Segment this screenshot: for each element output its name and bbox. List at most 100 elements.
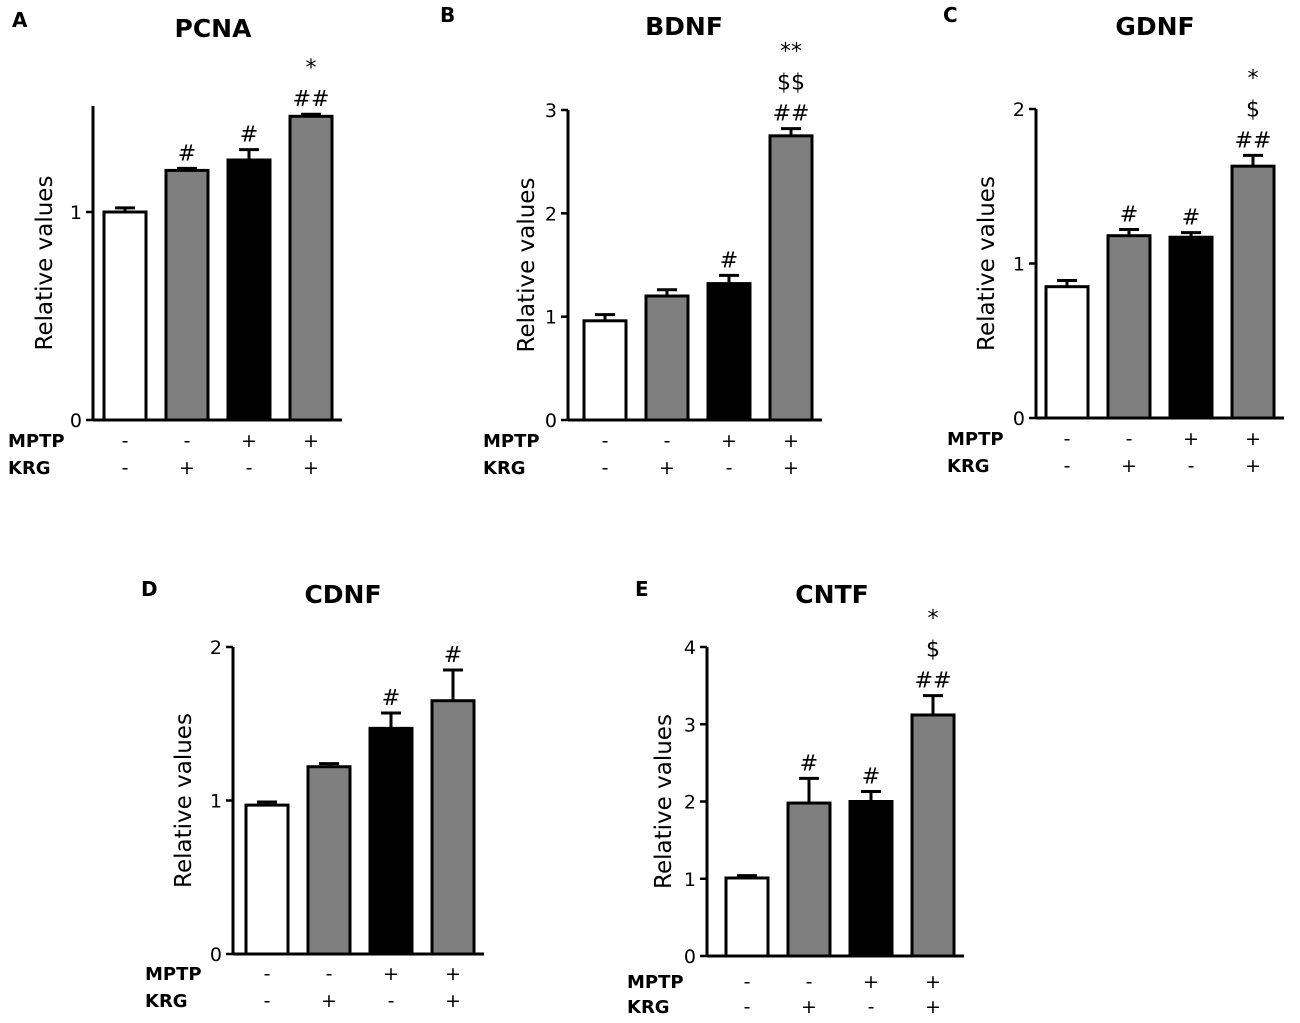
panel-b-mptp-sign-3: + [783,430,799,452]
panel-c-annotation-3-2: ## [1235,128,1272,153]
panel-e-bar-0 [724,876,770,958]
panel-a-krg-sign-0: - [122,457,129,479]
panel-e-mptp-sign-1: - [806,971,813,993]
panel-c-annotation-1-0: # [1120,203,1138,228]
panel-d-ytick-label-0: 0 [210,944,222,966]
panel-a-ytick-label-0: 0 [70,410,82,432]
panel-b-bar-0 [582,319,628,422]
panel-d-row-label-krg: KRG [145,991,188,1012]
panel-a-mptp-sign-2: + [241,430,257,452]
panel-e-krg-sign-0: - [744,996,751,1018]
panel-e-ytick-label-2: 2 [684,792,696,814]
panel-a-krg-sign-2: - [246,457,253,479]
panel-a-title: PCNA [175,14,253,43]
panel-e-annotation-3-0: * [928,607,939,632]
panel-c-mptp-sign-0: - [1064,428,1071,450]
panel-e-ytick-label-4: 4 [684,637,696,659]
panel-c-ytick-label-0: 0 [1013,408,1025,430]
panel-d-bar-2 [368,726,414,956]
panel-e-mptp-sign-0: - [744,971,751,993]
panel-a-mptp-sign-3: + [303,430,319,452]
panel-d-bar-0 [244,803,290,956]
panel-b-krg-sign-0: - [602,457,609,479]
panel-b-bar-1 [644,294,690,422]
panel-b-krg-sign-2: - [726,457,733,479]
panel-a-ylabel: Relative values [32,176,58,351]
panel-d-ylabel: Relative values [171,713,197,888]
panel-c-krg-sign-1: + [1121,455,1137,477]
panel-d-ytick-label-1: 1 [210,791,222,813]
panel-e-ytick-label-3: 3 [684,714,696,736]
panel-c-krg-sign-0: - [1064,455,1071,477]
panel-e-annotation-3-2: ## [915,669,952,694]
panel-e-bar-3 [910,713,956,958]
panel-c-title: GDNF [1115,12,1194,41]
panel-c-row-label-mptp: MPTP [947,429,1004,450]
panel-a-bar-3 [288,114,334,422]
panel-e-annotation-3-1: $ [926,638,940,663]
panel-d-bar-3 [430,699,476,956]
panel-b-mptp-sign-1: - [664,430,671,452]
panel-a-letter: A [12,8,28,32]
panel-e-row-label-mptp: MPTP [627,972,684,993]
panel-a-row-label-krg: KRG [8,458,51,479]
panel-d-mptp-sign-3: + [445,963,461,985]
panel-c-bar-2 [1168,235,1214,420]
panel-c-ylabel: Relative values [974,176,1000,351]
panel-e-bar-1 [786,801,832,958]
panel-d-mptp-sign-0: - [264,963,271,985]
panel-c-annotation-3-1: $ [1246,97,1260,122]
panel-a-bar-0 [102,210,148,422]
panel-b-ytick-label-0: 0 [545,410,557,432]
panel-d-krg-sign-0: - [264,990,271,1012]
panel-b-ytick-label-2: 2 [545,203,557,225]
panel-d-title: CDNF [304,580,381,609]
panel-d-mptp-sign-2: + [383,963,399,985]
panel-a-mptp-sign-1: - [184,430,191,452]
panel-e-ytick-label-0: 0 [684,946,696,968]
panel-e-letter: E [635,577,649,601]
panel-c-bar-1 [1106,234,1152,420]
panel-b-krg-sign-1: + [659,457,675,479]
panel-e-mptp-sign-2: + [863,971,879,993]
panel-b-ylabel: Relative values [514,178,540,353]
panel-a-bar-1 [164,168,210,422]
panel-c-bar-3 [1230,164,1276,420]
panel-e-title: CNTF [795,580,868,609]
panel-b-annotation-3-0: ** [780,40,802,65]
panel-e-annotation-2-0: # [862,764,880,789]
panel-c-mptp-sign-1: - [1126,428,1133,450]
panel-e-bar-2 [848,800,894,958]
panel-a-annotation-3-1: ## [293,87,330,112]
panel-e-ylabel: Relative values [651,714,677,889]
panel-c-krg-sign-3: + [1245,455,1261,477]
panel-d-krg-sign-3: + [445,990,461,1012]
panel-c-ytick-label-2: 2 [1013,99,1025,121]
panel-e-krg-sign-1: + [801,996,817,1018]
panel-a-row-label-mptp: MPTP [8,431,65,452]
panel-b-krg-sign-3: + [783,457,799,479]
panel-c-bar-0 [1044,285,1090,420]
panel-b-title: BDNF [645,12,723,41]
panel-d-row-label-mptp: MPTP [145,964,202,985]
panel-c-ytick-label-1: 1 [1013,254,1025,276]
panel-e-krg-sign-3: + [925,996,941,1018]
panel-a-ytick-label-1: 1 [70,202,82,224]
panel-b-annotation-3-1: $$ [777,71,805,96]
panel-b-letter: B [440,3,455,27]
panel-b-bar-2 [706,282,752,422]
panel-e-annotation-1-0: # [800,751,818,776]
panel-c-krg-sign-2: - [1188,455,1195,477]
panel-d-letter: D [141,577,158,601]
panel-c-mptp-sign-2: + [1183,428,1199,450]
panel-b-ytick-label-1: 1 [545,307,557,329]
panel-d-mptp-sign-1: - [326,963,333,985]
panel-b-mptp-sign-2: + [721,430,737,452]
panel-d-ytick-label-2: 2 [210,637,222,659]
panel-c-annotation-3-0: * [1248,66,1259,91]
panel-a-krg-sign-1: + [179,457,195,479]
panel-b-annotation-2-0: # [720,248,738,273]
panel-c-mptp-sign-3: + [1245,428,1261,450]
panel-d-annotation-3-0: # [444,643,462,668]
